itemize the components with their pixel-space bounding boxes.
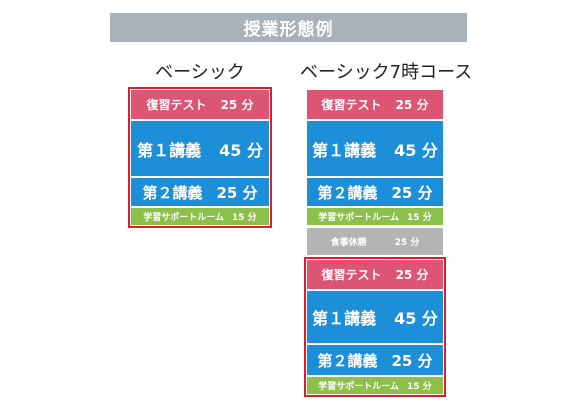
block-support-room: 学習サポートルーム 15 分 [307, 377, 443, 394]
session-frame [128, 87, 272, 228]
block-meal-break: 食事休憩 25 分 [307, 228, 443, 255]
block-review-test: 復習テスト 25 分 [307, 260, 443, 289]
block-duration: 25 分 [394, 238, 420, 248]
block-review-test: 復習テスト 25 分 [131, 90, 269, 119]
block-duration: 45 分 [394, 140, 438, 160]
block-label: 第２講義 [317, 351, 378, 370]
block-lecture-1: 第１講義 45 分 [307, 291, 443, 343]
block-duration: 25 分 [220, 98, 254, 112]
block-lecture-1: 第１講義 45 分 [131, 121, 269, 176]
column-title-basic: ベーシック [155, 62, 245, 83]
block-label: 復習テスト [321, 98, 382, 112]
block-duration: 25 分 [391, 351, 433, 370]
block-lecture-2: 第２講義 25 分 [131, 178, 269, 206]
block-label: 学習サポートルーム [143, 213, 225, 223]
block-duration: 25 分 [391, 183, 433, 202]
block-label: 学習サポートルーム [318, 213, 400, 223]
page-title-banner: 授業形態例 [110, 13, 467, 42]
block-label: 第２講義 [317, 183, 378, 202]
block-label: 第１講義 [312, 140, 377, 160]
block-duration: 15 分 [232, 213, 257, 223]
block-support-room: 学習サポートルーム 15 分 [307, 208, 443, 225]
block-support-room: 学習サポートルーム 15 分 [131, 208, 269, 225]
block-lecture-1: 第１講義 45 分 [307, 121, 443, 176]
block-label: 第１講義 [137, 140, 202, 160]
block-duration: 25 分 [395, 268, 429, 282]
block-label: 復習テスト [146, 98, 207, 112]
block-review-test: 復習テスト 25 分 [307, 90, 443, 119]
block-duration: 15 分 [407, 382, 432, 392]
block-duration: 15 分 [407, 213, 432, 223]
block-lecture-2: 第２講義 25 分 [307, 345, 443, 375]
block-lecture-2: 第２講義 25 分 [307, 178, 443, 206]
block-label: 第１講義 [312, 309, 377, 328]
block-label: 学習サポートルーム [318, 382, 400, 392]
block-duration: 25 分 [395, 98, 429, 112]
column-title-basic-7pm: ベーシック7時コース [300, 62, 473, 83]
block-label: 第２講義 [142, 183, 203, 202]
block-label: 復習テスト [321, 268, 382, 282]
session-frame [304, 257, 446, 397]
block-duration: 45 分 [394, 309, 438, 328]
page-title: 授業形態例 [243, 20, 334, 40]
block-label: 食事休憩 [330, 238, 367, 248]
block-duration: 25 分 [216, 183, 258, 202]
block-duration: 45 分 [219, 140, 263, 160]
